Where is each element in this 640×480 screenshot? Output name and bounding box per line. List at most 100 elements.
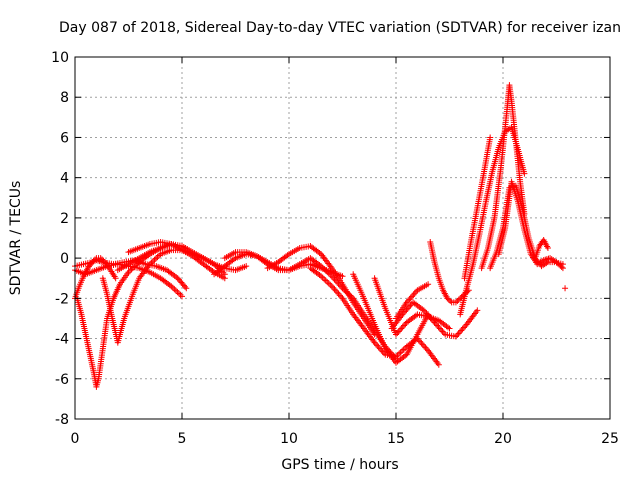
data-point bbox=[455, 330, 462, 337]
data-point bbox=[456, 329, 463, 336]
data-point bbox=[396, 350, 403, 357]
y-tick-label: 6 bbox=[60, 130, 69, 146]
data-point bbox=[419, 341, 426, 348]
data-point bbox=[446, 325, 453, 332]
data-point bbox=[444, 295, 451, 302]
data-point bbox=[425, 281, 432, 288]
data-point bbox=[544, 245, 551, 252]
data-point bbox=[378, 347, 385, 354]
data-point bbox=[435, 323, 442, 330]
data-point bbox=[325, 280, 332, 287]
data-point bbox=[328, 283, 335, 290]
data-point bbox=[455, 296, 462, 303]
data-point bbox=[374, 342, 381, 349]
plot-frame bbox=[74, 56, 611, 420]
data-point bbox=[474, 307, 481, 314]
data-point bbox=[438, 327, 445, 334]
data-point bbox=[336, 282, 343, 289]
data-point bbox=[395, 328, 402, 335]
data-point bbox=[179, 293, 185, 300]
data-point bbox=[174, 289, 181, 296]
data-points bbox=[72, 82, 569, 390]
data-point bbox=[454, 332, 461, 339]
data-point bbox=[112, 275, 119, 282]
data-point bbox=[410, 291, 417, 298]
data-point bbox=[398, 325, 405, 332]
data-point bbox=[154, 253, 161, 260]
data-point bbox=[459, 326, 466, 333]
data-point bbox=[321, 276, 328, 283]
data-point bbox=[243, 263, 250, 270]
data-point bbox=[447, 298, 454, 305]
data-point bbox=[324, 278, 331, 285]
y-axis-label: SDTVAR / TECUs bbox=[8, 181, 24, 296]
y-tick-label: -6 bbox=[55, 372, 69, 388]
data-point bbox=[177, 291, 184, 298]
data-point bbox=[336, 292, 343, 299]
data-point bbox=[436, 325, 443, 332]
data-point bbox=[89, 259, 96, 266]
data-point bbox=[562, 285, 569, 292]
data-point bbox=[458, 327, 465, 334]
x-tick-label: 15 bbox=[387, 431, 405, 447]
data-point bbox=[402, 320, 409, 327]
data-point bbox=[332, 287, 339, 294]
data-point bbox=[399, 347, 406, 354]
x-tick-label: 20 bbox=[494, 431, 512, 447]
data-point bbox=[90, 257, 97, 264]
x-tick-label: 5 bbox=[178, 431, 187, 447]
data-point bbox=[153, 255, 160, 262]
data-point bbox=[460, 324, 467, 331]
data-point bbox=[149, 258, 156, 265]
data-point bbox=[397, 349, 404, 356]
data-point bbox=[411, 290, 418, 297]
y-tick-label: 2 bbox=[60, 211, 69, 227]
data-point bbox=[421, 343, 428, 350]
data-point bbox=[221, 275, 228, 282]
chart-title: Day 087 of 2018, Sidereal Day-to-day VTE… bbox=[59, 20, 621, 36]
data-point bbox=[454, 298, 461, 305]
data-point bbox=[445, 296, 452, 303]
y-tick-label: 8 bbox=[60, 90, 69, 106]
y-tick-label: 10 bbox=[51, 50, 69, 66]
data-point bbox=[327, 281, 334, 288]
data-point bbox=[127, 267, 134, 274]
y-tick-label: 0 bbox=[60, 251, 69, 267]
data-point bbox=[171, 286, 178, 293]
x-axis-label: GPS time / hours bbox=[281, 457, 398, 473]
data-point bbox=[91, 256, 98, 263]
data-point bbox=[409, 293, 416, 300]
y-tick-label: -2 bbox=[55, 291, 69, 307]
data-point bbox=[401, 322, 408, 329]
data-point bbox=[439, 328, 446, 335]
data-point bbox=[335, 290, 342, 297]
data-point bbox=[399, 323, 406, 330]
data-point bbox=[99, 256, 106, 263]
y-tick-label: -8 bbox=[55, 412, 69, 428]
data-point bbox=[172, 287, 179, 294]
axis-ticks: 0 5 10 15 20 25 -8 -6 -4 -2 0 2 4 6 8 10 bbox=[51, 50, 619, 447]
data-point bbox=[422, 344, 429, 351]
data-point bbox=[182, 283, 189, 290]
data-point bbox=[559, 265, 566, 272]
data-point bbox=[339, 273, 346, 280]
data-point bbox=[330, 284, 337, 291]
data-point bbox=[558, 263, 565, 270]
data-point bbox=[334, 289, 341, 296]
data-point bbox=[458, 293, 465, 300]
y-tick-label: -4 bbox=[55, 332, 69, 348]
data-point bbox=[400, 346, 407, 353]
data-point bbox=[521, 170, 528, 177]
x-tick-label: 25 bbox=[601, 431, 619, 447]
data-point bbox=[322, 277, 329, 284]
data-point bbox=[175, 290, 182, 297]
data-point bbox=[435, 361, 442, 368]
data-point bbox=[183, 285, 190, 292]
data-point bbox=[331, 286, 338, 293]
data-point bbox=[487, 134, 494, 141]
y-tick-label: 4 bbox=[60, 171, 69, 187]
data-point bbox=[418, 340, 425, 347]
x-tick-label: 0 bbox=[71, 431, 80, 447]
x-tick-label: 10 bbox=[280, 431, 298, 447]
